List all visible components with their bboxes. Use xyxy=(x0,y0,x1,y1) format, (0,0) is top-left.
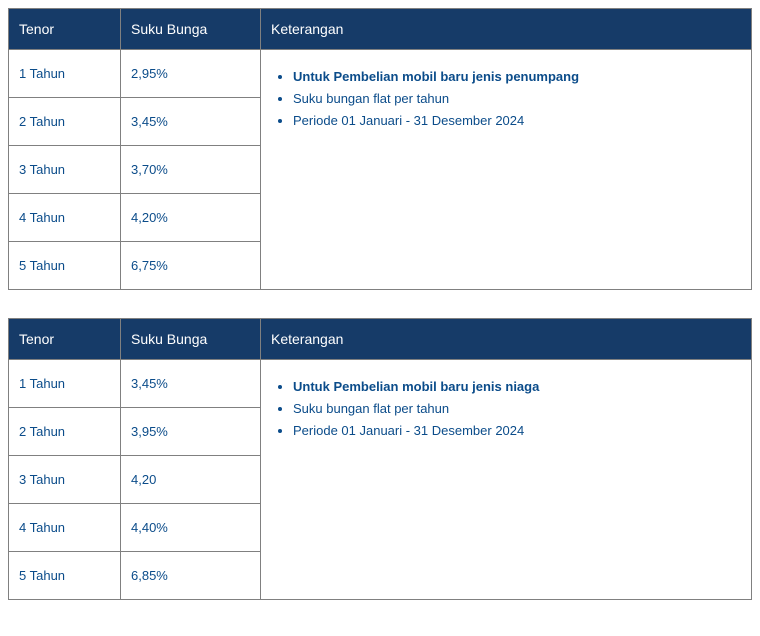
cell-tenor: 5 Tahun xyxy=(9,552,121,600)
cell-rate: 4,40% xyxy=(121,504,261,552)
cell-rate: 6,75% xyxy=(121,242,261,290)
cell-tenor: 3 Tahun xyxy=(9,146,121,194)
header-keterangan: Keterangan xyxy=(261,9,752,50)
keterangan-item: Untuk Pembelian mobil baru jenis penumpa… xyxy=(293,66,741,88)
cell-rate: 3,45% xyxy=(121,98,261,146)
cell-rate: 2,95% xyxy=(121,50,261,98)
table-row: 1 Tahun3,45% Untuk Pembelian mobil baru j… xyxy=(9,360,752,408)
keterangan-list: Untuk Pembelian mobil baru jenis niagaSu… xyxy=(271,376,741,442)
keterangan-list: Untuk Pembelian mobil baru jenis penumpa… xyxy=(271,66,741,132)
keterangan-item: Suku bungan flat per tahun xyxy=(293,398,741,420)
table-row: 1 Tahun2,95% Untuk Pembelian mobil baru j… xyxy=(9,50,752,98)
keterangan-item: Periode 01 Januari - 31 Desember 2024 xyxy=(293,110,741,132)
header-suku-bunga: Suku Bunga xyxy=(121,9,261,50)
cell-tenor: 2 Tahun xyxy=(9,408,121,456)
keterangan-item: Suku bungan flat per tahun xyxy=(293,88,741,110)
rate-table-1: TenorSuku BungaKeterangan1 Tahun3,45%Unt… xyxy=(8,318,752,600)
header-suku-bunga: Suku Bunga xyxy=(121,319,261,360)
cell-rate: 3,95% xyxy=(121,408,261,456)
cell-tenor: 3 Tahun xyxy=(9,456,121,504)
cell-tenor: 4 Tahun xyxy=(9,504,121,552)
table-header-row: TenorSuku BungaKeterangan xyxy=(9,319,752,360)
cell-rate: 6,85% xyxy=(121,552,261,600)
cell-rate: 3,45% xyxy=(121,360,261,408)
table-header-row: TenorSuku BungaKeterangan xyxy=(9,9,752,50)
cell-rate: 4,20% xyxy=(121,194,261,242)
keterangan-item: Untuk Pembelian mobil baru jenis niaga xyxy=(293,376,741,398)
cell-keterangan: Untuk Pembelian mobil baru jenis niagaSu… xyxy=(261,360,752,600)
cell-tenor: 5 Tahun xyxy=(9,242,121,290)
cell-tenor: 4 Tahun xyxy=(9,194,121,242)
cell-keterangan: Untuk Pembelian mobil baru jenis penumpa… xyxy=(261,50,752,290)
rate-table-0: TenorSuku BungaKeterangan1 Tahun2,95%Unt… xyxy=(8,8,752,290)
header-tenor: Tenor xyxy=(9,319,121,360)
cell-rate: 3,70% xyxy=(121,146,261,194)
cell-tenor: 2 Tahun xyxy=(9,98,121,146)
keterangan-item: Periode 01 Januari - 31 Desember 2024 xyxy=(293,420,741,442)
header-keterangan: Keterangan xyxy=(261,319,752,360)
cell-rate: 4,20 xyxy=(121,456,261,504)
cell-tenor: 1 Tahun xyxy=(9,360,121,408)
header-tenor: Tenor xyxy=(9,9,121,50)
tables-container: TenorSuku BungaKeterangan1 Tahun2,95%Unt… xyxy=(8,8,752,600)
cell-tenor: 1 Tahun xyxy=(9,50,121,98)
